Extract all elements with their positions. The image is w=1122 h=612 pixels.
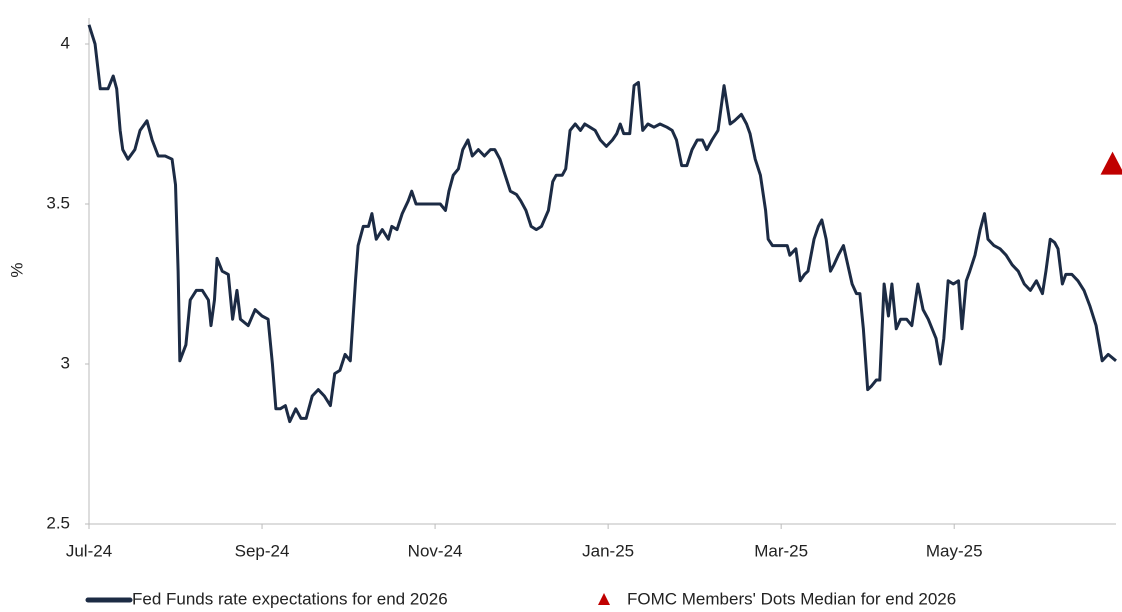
x-tick-label: Mar-25 (754, 541, 808, 560)
x-tick-label: Sep-24 (235, 541, 290, 560)
marker (1100, 151, 1122, 175)
y-tick-label: 3 (61, 353, 70, 372)
y-tick-label: 4 (61, 33, 70, 52)
legend-label: Fed Funds rate expectations for end 2026 (132, 589, 448, 608)
y-tick-label: 2.5 (46, 513, 70, 532)
y-axis-label: % (7, 262, 26, 277)
x-tick-label: Nov-24 (408, 541, 463, 560)
y-tick-label: 3.5 (46, 193, 70, 212)
legend-swatch (598, 593, 610, 605)
legend-label: FOMC Members' Dots Median for end 2026 (627, 589, 956, 608)
line-series (87, 24, 1117, 424)
x-tick-label: Jan-25 (582, 541, 634, 560)
x-tick-label: May-25 (926, 541, 983, 560)
x-tick-label: Jul-24 (66, 541, 112, 560)
